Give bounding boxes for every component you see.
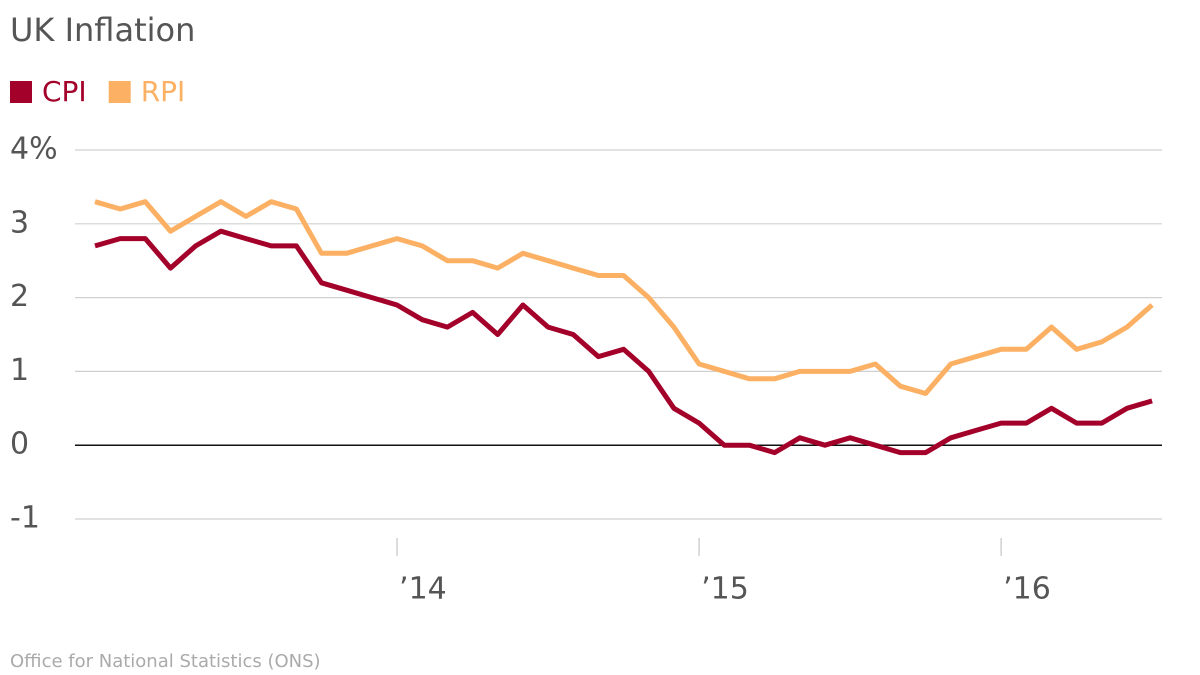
legend-label: RPI [141, 75, 186, 108]
chart-title: UK Inflation [10, 11, 195, 49]
y-tick-label: 4% [10, 132, 58, 167]
legend-swatch [10, 81, 32, 103]
x-tick-label: ’15 [701, 572, 749, 607]
line-series [94, 199, 1154, 396]
source: Office for National Statistics (ONS) [10, 651, 321, 672]
x-tick-label: ’16 [1003, 572, 1051, 607]
y-tick-label: 3 [10, 205, 29, 240]
y-tick-label: 0 [10, 427, 29, 462]
line-series [94, 228, 1153, 456]
y-tick-label: 1 [10, 353, 29, 388]
x-tick-label: ’14 [399, 572, 447, 607]
legend-label: CPI [42, 75, 87, 108]
y-tick-label: 2 [10, 279, 29, 314]
y-tick-label: -1 [10, 501, 40, 536]
legend-swatch [108, 81, 131, 103]
